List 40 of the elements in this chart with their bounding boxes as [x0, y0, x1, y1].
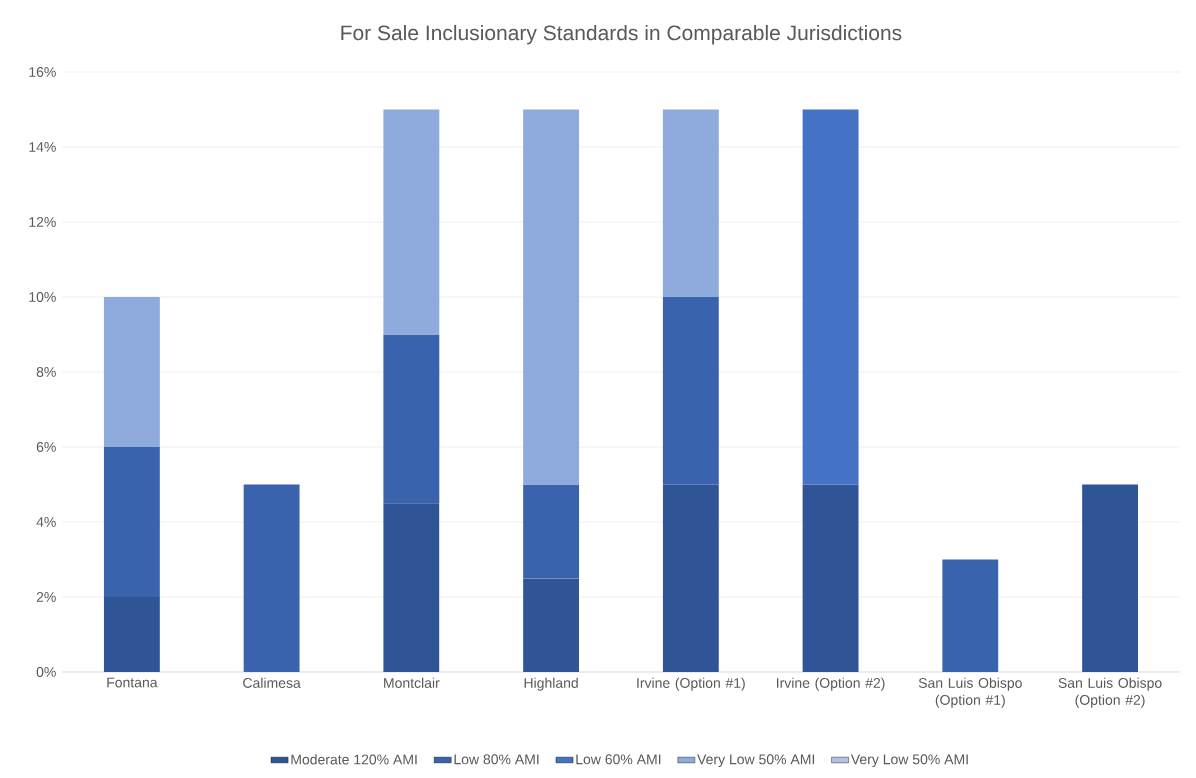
chart-title: For Sale Inclusionary Standards in Comparable Jurisdictions [341, 24, 902, 45]
bar [103, 596, 160, 672]
bar [802, 484, 859, 672]
bar [383, 503, 440, 672]
x-tick-label: Irvine (Option #1) [637, 677, 745, 691]
bar [103, 446, 160, 597]
bar [662, 296, 719, 485]
y-tick-label: 8% [36, 367, 56, 377]
x-tick-label: Fontana [107, 677, 158, 688]
y-tick-label: 14% [29, 142, 56, 152]
legend-label: Low 80% AMI [454, 754, 539, 765]
bar [383, 334, 440, 504]
y-tick-label: 16% [29, 67, 56, 77]
bar [523, 109, 580, 485]
bar [103, 296, 160, 447]
legend-label: Very Low 50% AMI [697, 754, 815, 768]
bar [523, 578, 580, 672]
x-tick-label: Highland [524, 677, 578, 691]
y-tick-label: 4% [36, 517, 56, 527]
legend-label: Low 60% AMI [576, 754, 661, 765]
legend-label: Very Low 50% AMI [850, 754, 968, 768]
y-tick-label: 12% [29, 217, 56, 227]
x-tick-label: San Luis Obispo (Option #2) [1058, 677, 1162, 708]
bar [662, 484, 719, 672]
bar [383, 109, 440, 335]
legend-label: Moderate 120% AMI [291, 754, 417, 765]
x-tick-label: San Luis Obispo (Option #1) [918, 677, 1022, 708]
bar [1082, 484, 1139, 672]
x-tick-label: Calimesa [243, 677, 301, 688]
bar [243, 484, 300, 672]
bar [802, 109, 859, 485]
bar [662, 109, 719, 297]
bar [523, 484, 580, 579]
y-tick-label: 6% [36, 442, 56, 452]
x-tick-label: Irvine (Option #2) [777, 677, 885, 691]
y-tick-label: 10% [29, 292, 56, 302]
x-tick-label: Montclair [384, 677, 440, 688]
y-tick-label: 0% [36, 667, 56, 677]
bar [942, 559, 999, 672]
y-tick-label: 2% [36, 592, 56, 602]
